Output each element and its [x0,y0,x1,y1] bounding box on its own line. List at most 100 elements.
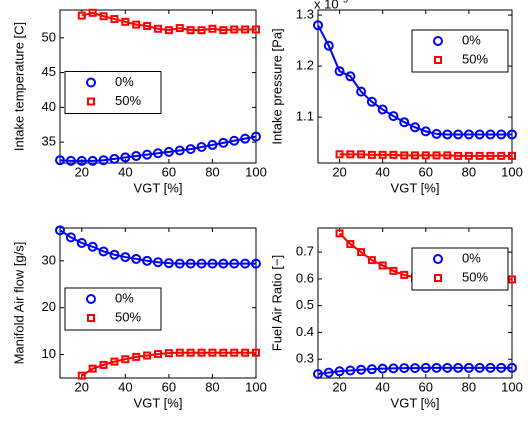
data-point [153,148,163,159]
y-tick-label: 0.4 [296,324,314,339]
data-point [219,26,228,35]
data-point [163,146,174,157]
data-point [496,362,507,373]
data-point [196,258,207,269]
data-point [442,129,453,140]
data-point [497,151,506,160]
data-point [400,270,409,279]
data-point [218,137,229,148]
data-point [377,104,388,115]
x-tick-label: 80 [205,164,219,179]
y-axis-label: Fuel Air Ratio [−] [269,255,284,351]
data-point [208,348,217,357]
data-point [186,348,195,357]
x-tick-label: 40 [375,379,389,394]
x-axis-label: VGT [%] [391,180,440,195]
data-point [132,20,141,29]
x-axis-label: VGT [%] [391,395,440,410]
data-point [65,232,76,243]
data-point [453,129,464,140]
data-point [185,258,196,269]
data-point [508,151,516,160]
series-line [317,24,512,136]
data-point [357,150,366,159]
legend-marker [87,97,95,106]
data-point [110,15,119,24]
data-point [356,364,367,375]
series-line [317,366,512,375]
data-point [207,139,218,150]
data-point [65,155,76,166]
data-point [87,155,98,166]
data-point [229,258,240,269]
data-point [186,26,195,35]
data-point [508,275,516,284]
data-point [121,17,130,26]
x-tick-label: 20 [332,379,346,394]
data-point [241,25,250,34]
y-tick-label: 0.5 [296,297,314,312]
data-point [175,24,184,33]
data-point [251,258,261,269]
data-point [76,238,87,248]
data-point [453,362,464,373]
legend-marker [86,77,96,88]
data-point [431,362,442,373]
data-point [323,40,334,51]
x-axis-label: VGT [%] [134,395,183,410]
data-point [399,363,410,374]
data-point [109,153,120,164]
y-tick-label: 50 [42,29,56,44]
data-point [410,122,420,133]
data-point [208,24,217,33]
legend-label: 0% [115,290,134,305]
data-point [454,151,463,160]
y-tick-label: 20 [42,299,56,314]
legend-label: 50% [462,51,488,66]
data-point [507,362,517,373]
data-point [313,20,323,31]
x-tick-label: 100 [245,379,267,394]
data-point [175,348,184,357]
y-tick-label: 0.7 [296,244,314,259]
legend-marker [433,36,443,46]
data-point [218,258,229,269]
data-point [219,348,228,357]
x-tick-label: 20 [75,164,89,179]
data-point [463,362,474,373]
data-point [485,129,496,140]
data-point [334,66,345,77]
x-axis-label: VGT [%] [134,180,183,195]
data-point [88,364,97,373]
legend-box [64,287,162,331]
y-tick-label: 1.2 [296,58,314,73]
axis-multiplier: x 10 [314,0,339,11]
data-point [174,258,185,269]
y-axis-label: Manifold Air flow [g/s] [11,242,26,365]
data-point [143,21,152,30]
data-point [153,257,163,268]
legend-label: 0% [462,32,481,47]
y-tick-label: 0.3 [296,351,314,366]
data-point [110,357,119,366]
legend-label: 50% [115,93,141,108]
x-tick-label: 80 [462,164,476,179]
data-point [121,355,130,364]
data-point [411,151,419,160]
x-tick-label: 60 [162,379,176,394]
y-tick-label: 0.6 [296,270,314,285]
data-point [388,111,399,122]
data-point [485,362,496,373]
data-point [77,11,86,20]
data-point [240,133,251,144]
data-point [474,362,485,373]
y-tick-label: 1.3 [296,7,314,22]
y-tick-label: 35 [42,134,56,149]
data-point [207,258,218,269]
data-point [443,151,452,160]
x-tick-label: 60 [162,164,176,179]
data-point [98,155,109,166]
data-point [496,129,507,140]
data-point [143,351,152,360]
